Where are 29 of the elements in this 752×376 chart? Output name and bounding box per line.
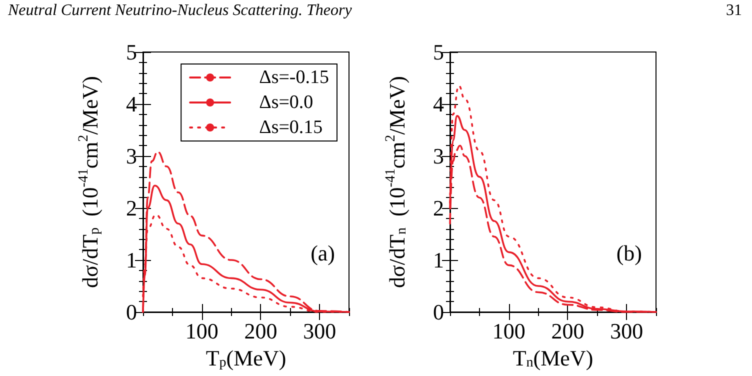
annotation: (a) xyxy=(310,240,336,266)
text: 31 xyxy=(726,2,742,20)
y-axis-title: dσ/dTn (10-41cm2/MeV) xyxy=(384,76,410,288)
x-tick-label: 300 xyxy=(610,318,644,344)
y-tick-label: 4 xyxy=(126,92,137,116)
x-tick-label: 300 xyxy=(303,318,336,344)
x-tick-label: 200 xyxy=(551,318,584,344)
y-tick-label: 5 xyxy=(126,40,137,64)
y-tick-label: 3 xyxy=(126,144,137,168)
x-axis-title: Tn(MeV) xyxy=(512,346,594,370)
y-tick-label: 2 xyxy=(126,196,137,220)
x-tick-label: 200 xyxy=(244,318,278,344)
y-tick-label: 1 xyxy=(126,248,137,272)
legend-label: Δs=0.15 xyxy=(259,117,323,138)
x-tick-label: 100 xyxy=(492,318,526,344)
y-axis-title: dσ/dTp (10-41cm2/MeV) xyxy=(76,76,102,288)
text: Neutral Current Neutrino-Nucleus Scattering. Theory xyxy=(8,2,352,20)
x-axis-title: Tp(MeV) xyxy=(206,346,286,370)
y-tick-label: 0 xyxy=(126,300,137,324)
y-tick-label: 5 xyxy=(433,40,444,64)
legend-label: Δs=0.0 xyxy=(259,92,314,113)
y-tick-label: 1 xyxy=(433,248,444,272)
y-tick-label: 2 xyxy=(433,196,444,220)
annotation: (b) xyxy=(616,240,642,266)
y-tick-label: 0 xyxy=(433,300,444,324)
legend-label: Δs=-0.15 xyxy=(259,67,329,88)
x-tick-label: 100 xyxy=(185,318,218,344)
y-tick-label: 4 xyxy=(433,92,444,116)
y-tick-label: 3 xyxy=(433,144,444,168)
